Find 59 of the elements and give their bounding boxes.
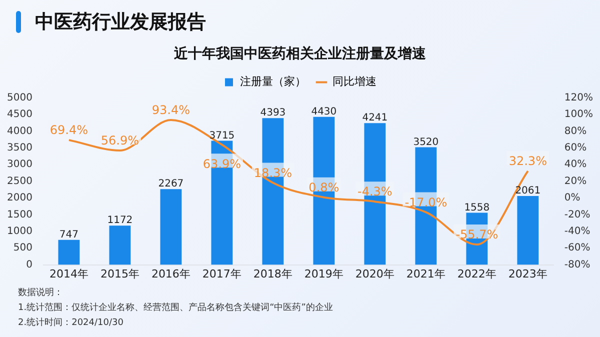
data-label: 4430 xyxy=(311,106,337,118)
x-tick-label: 2018年 xyxy=(253,267,292,280)
data-label: 4241 xyxy=(362,112,388,124)
y-tick-label: 1500 xyxy=(6,209,32,220)
data-label: 69.4% xyxy=(50,123,88,138)
y-tick-label: 2000 xyxy=(6,192,32,204)
chart-title: 中医药行业发展报告 xyxy=(35,10,206,35)
data-label: -4.3% xyxy=(358,184,392,199)
chart-subtitle: 近十年我国中医药相关企业注册量及增速 xyxy=(173,45,427,62)
data-label: 2267 xyxy=(158,178,184,190)
y-tick-label: 500 xyxy=(13,242,32,254)
data-label: 1558 xyxy=(464,202,490,214)
y2-tick-label: 40% xyxy=(564,159,587,170)
text: 1.统计范围：仅统计企业名称、经营范围、产品名称包含关键词“中医药”的企业 xyxy=(18,302,334,315)
text: 2.统计时间：2024/10/30 xyxy=(18,316,124,330)
y-tick-label: 5000 xyxy=(6,92,32,104)
data-label: 63.9% xyxy=(202,156,241,171)
y2-tick-label: -60% xyxy=(564,242,590,254)
y2-tick-label: 0% xyxy=(564,192,580,204)
legend-label: 同比增速 xyxy=(332,75,376,88)
data-label: -55.7% xyxy=(456,228,498,242)
y-tick-label: 1000 xyxy=(6,226,32,237)
data-label: 747 xyxy=(59,229,78,240)
data-label: 4393 xyxy=(260,108,286,119)
y-tick-label: 2500 xyxy=(6,176,32,187)
x-tick-label: 2020年 xyxy=(355,267,394,280)
x-tick-label: 2021年 xyxy=(406,267,446,280)
y2-tick-label: 60% xyxy=(564,142,587,154)
y2-tick-label: 80% xyxy=(564,126,587,137)
data-label: 1172 xyxy=(107,215,133,226)
x-tick-label: 2017年 xyxy=(202,267,242,280)
y-tick-label: 3000 xyxy=(6,159,32,170)
x-tick-label: 2014年 xyxy=(49,267,88,280)
x-tick-label: 2022年 xyxy=(457,267,496,280)
y-tick-label: 3500 xyxy=(6,142,32,154)
data-label: 3520 xyxy=(413,136,439,148)
x-tick-label: 2015年 xyxy=(100,267,140,280)
y2-tick-label: -20% xyxy=(564,209,590,220)
text: 数据说明： xyxy=(18,286,64,300)
data-label: 0.8% xyxy=(308,180,340,194)
x-tick-label: 2023年 xyxy=(508,267,548,280)
y-tick-label: 0 xyxy=(26,259,32,270)
y2-tick-label: -40% xyxy=(564,226,590,237)
data-label: 3715 xyxy=(209,130,235,142)
data-label: -17.0% xyxy=(404,195,448,210)
data-label: 2061 xyxy=(515,186,541,197)
y2-tick-label: -80% xyxy=(564,259,590,270)
legend-label: 注册量（家） xyxy=(240,75,306,88)
y2-tick-label: 120% xyxy=(564,92,594,104)
x-tick-label: 2019年 xyxy=(304,267,344,280)
y2-tick-label: 100% xyxy=(564,109,594,120)
data-label: 93.4% xyxy=(152,103,190,118)
y2-tick-label: 20% xyxy=(564,176,587,187)
y-tick-label: 4000 xyxy=(6,126,32,137)
x-tick-label: 2016年 xyxy=(151,267,190,280)
data-label: 18.3% xyxy=(254,166,292,180)
data-label: 56.9% xyxy=(100,134,140,148)
y-tick-label: 4500 xyxy=(6,109,32,120)
data-label: 32.3% xyxy=(508,154,547,168)
